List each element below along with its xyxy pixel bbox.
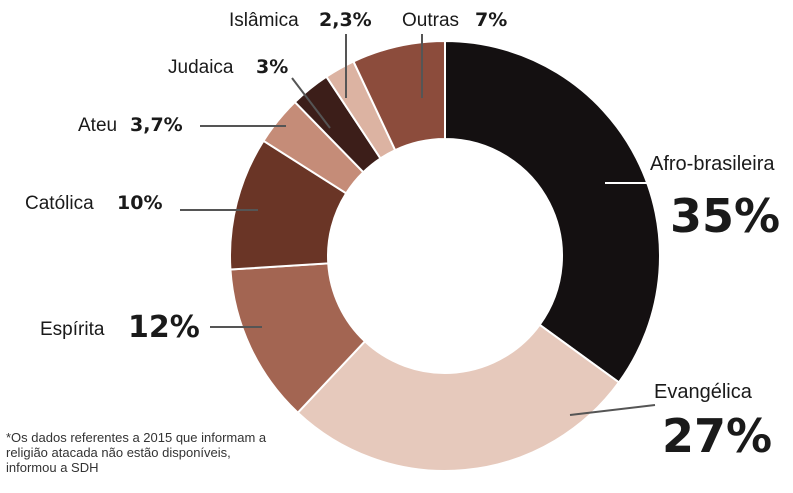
value-evangelica: 27% bbox=[662, 409, 772, 463]
leader-line-evangelica bbox=[569, 404, 656, 416]
value-judaica: 3% bbox=[256, 56, 288, 78]
leader-line-judaica bbox=[291, 77, 331, 129]
value-espirita: 12% bbox=[128, 310, 200, 345]
label-ateu: Ateu bbox=[78, 115, 117, 136]
value-ateu: 3,7% bbox=[130, 114, 183, 136]
value-islamica: 2,3% bbox=[319, 9, 372, 31]
slice-labels: Afro-brasileira 35% Evangélica 27% Espírita 1… bbox=[25, 9, 780, 463]
label-outras: Outras bbox=[402, 10, 459, 31]
label-judaica: Judaica bbox=[168, 57, 234, 78]
footnote: *Os dados referentes a 2015 que informam… bbox=[6, 430, 267, 475]
value-afro-brasileira: 35% bbox=[670, 189, 780, 243]
slice-evangelica bbox=[296, 323, 621, 472]
label-afro-brasileira: Afro-brasileira bbox=[650, 153, 775, 175]
value-outras: 7% bbox=[475, 9, 507, 31]
leader-lines bbox=[180, 34, 665, 416]
label-espirita: Espírita bbox=[40, 319, 105, 340]
value-catolica: 10% bbox=[117, 192, 162, 214]
label-catolica: Católica bbox=[25, 193, 94, 214]
donut-slices bbox=[229, 39, 661, 472]
label-evangelica: Evangélica bbox=[654, 381, 753, 403]
label-islamica: Islâmica bbox=[229, 10, 299, 31]
slice-afro-brasileira bbox=[444, 39, 661, 384]
